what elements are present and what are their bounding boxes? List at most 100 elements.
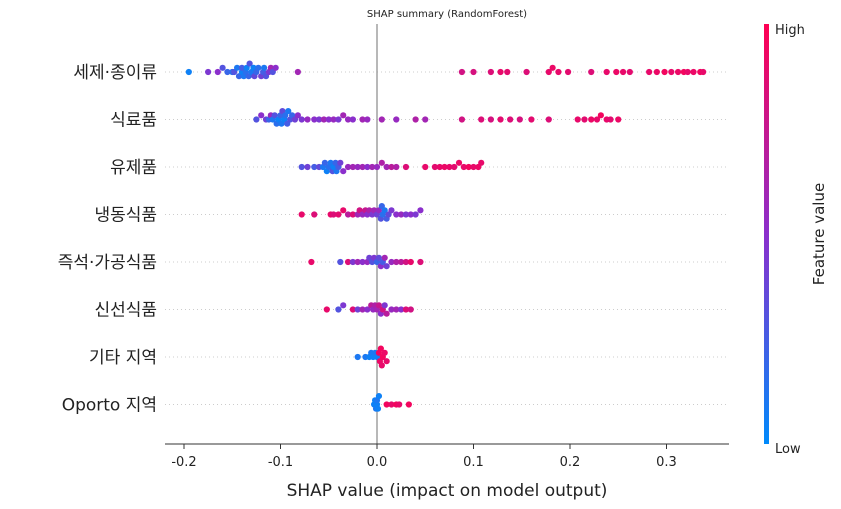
colorbar-low-label: Low	[775, 442, 801, 457]
shap-point	[383, 358, 390, 365]
shap-point	[383, 310, 390, 317]
shap-point	[407, 211, 414, 218]
shap-point	[545, 68, 552, 76]
shap-point	[417, 207, 424, 214]
feature-label: 유제품	[110, 158, 157, 178]
shap-point	[603, 68, 610, 76]
shap-point	[545, 116, 552, 123]
shap-point	[344, 258, 352, 266]
shap-point	[359, 116, 366, 123]
shap-point	[325, 116, 332, 123]
shap-point	[344, 211, 352, 218]
shap-point	[564, 68, 572, 76]
shap-point	[465, 163, 472, 171]
shap-point	[446, 163, 453, 171]
shap-point	[378, 362, 385, 369]
shap-point	[597, 112, 604, 119]
shap-point	[507, 116, 514, 123]
x-tick-label: -0.1	[268, 455, 293, 470]
shap-point	[398, 306, 405, 313]
shap-point	[436, 163, 443, 171]
shap-point	[285, 108, 292, 115]
shap-point	[272, 64, 279, 71]
shap-point	[388, 306, 395, 313]
shap-point	[364, 163, 371, 171]
shap-point	[214, 68, 221, 76]
x-ticks: -0.2 -0.1 0.0 0.1 0.2 0.3	[171, 444, 677, 470]
shap-point	[335, 306, 342, 313]
shap-point	[478, 116, 485, 123]
shap-point	[349, 306, 356, 313]
shap-point	[364, 306, 371, 313]
shap-point	[354, 163, 361, 171]
shap-point	[549, 64, 556, 71]
shap-point	[375, 254, 383, 261]
shap-point	[690, 68, 697, 76]
shap-point	[316, 116, 323, 123]
shap-point	[393, 163, 400, 171]
shap-point	[674, 68, 682, 76]
feature-label: 냉동식품	[94, 206, 157, 226]
shap-point	[417, 258, 424, 266]
shap-point	[588, 68, 595, 76]
shap-point	[340, 168, 347, 175]
shap-point	[323, 306, 330, 313]
shap-point	[593, 116, 601, 123]
shap-point	[364, 116, 371, 123]
shap-point	[470, 68, 477, 76]
shap-point	[349, 163, 356, 171]
shap-point	[349, 116, 356, 123]
shap-point	[405, 401, 412, 408]
shap-point	[375, 302, 383, 309]
shap-point	[388, 258, 395, 266]
x-tick-label: -0.2	[171, 455, 196, 470]
shap-point	[393, 211, 400, 218]
shap-point	[271, 112, 278, 119]
shap-point	[393, 258, 400, 266]
shap-point	[383, 163, 390, 171]
shap-point	[375, 393, 383, 400]
shap-point	[607, 116, 614, 123]
shap-point	[298, 116, 305, 123]
shap-point	[487, 116, 494, 123]
shap-point	[344, 116, 352, 123]
shap-point	[574, 116, 581, 123]
shap-point	[422, 116, 429, 123]
shap-point	[340, 302, 347, 309]
shap-point	[451, 163, 458, 171]
shap-point	[388, 401, 395, 408]
shap-point	[311, 211, 318, 218]
shap-point	[246, 60, 253, 67]
shap-point	[412, 116, 419, 123]
shap-point	[233, 64, 241, 71]
shap-point	[528, 116, 535, 123]
shap-point	[255, 64, 262, 71]
shap-point	[258, 112, 265, 119]
shap-point	[700, 68, 707, 76]
shap-point	[381, 349, 388, 356]
shap-point	[613, 68, 620, 76]
shap-point	[253, 116, 260, 123]
x-axis-title: SHAP value (impact on model output)	[287, 481, 608, 501]
x-tick-label: 0.1	[463, 455, 484, 470]
shap-point	[523, 68, 530, 76]
shap-point	[354, 306, 361, 313]
shap-point	[377, 345, 384, 352]
colorbar	[764, 24, 769, 444]
shap-point	[497, 116, 504, 123]
shap-point	[304, 163, 311, 171]
shap-point	[653, 68, 660, 76]
feature-label: 세제·종이류	[73, 63, 157, 83]
shap-point	[330, 211, 337, 218]
shap-point	[298, 211, 305, 218]
shap-point	[378, 159, 385, 166]
shap-point	[294, 68, 301, 76]
feature-label: 신선식품	[94, 301, 157, 321]
shap-point	[373, 163, 381, 171]
shap-point	[383, 263, 390, 270]
shap-point	[504, 68, 511, 76]
shap-point	[402, 258, 410, 266]
x-tick-label: 0.2	[560, 455, 581, 470]
shap-point	[393, 306, 400, 313]
